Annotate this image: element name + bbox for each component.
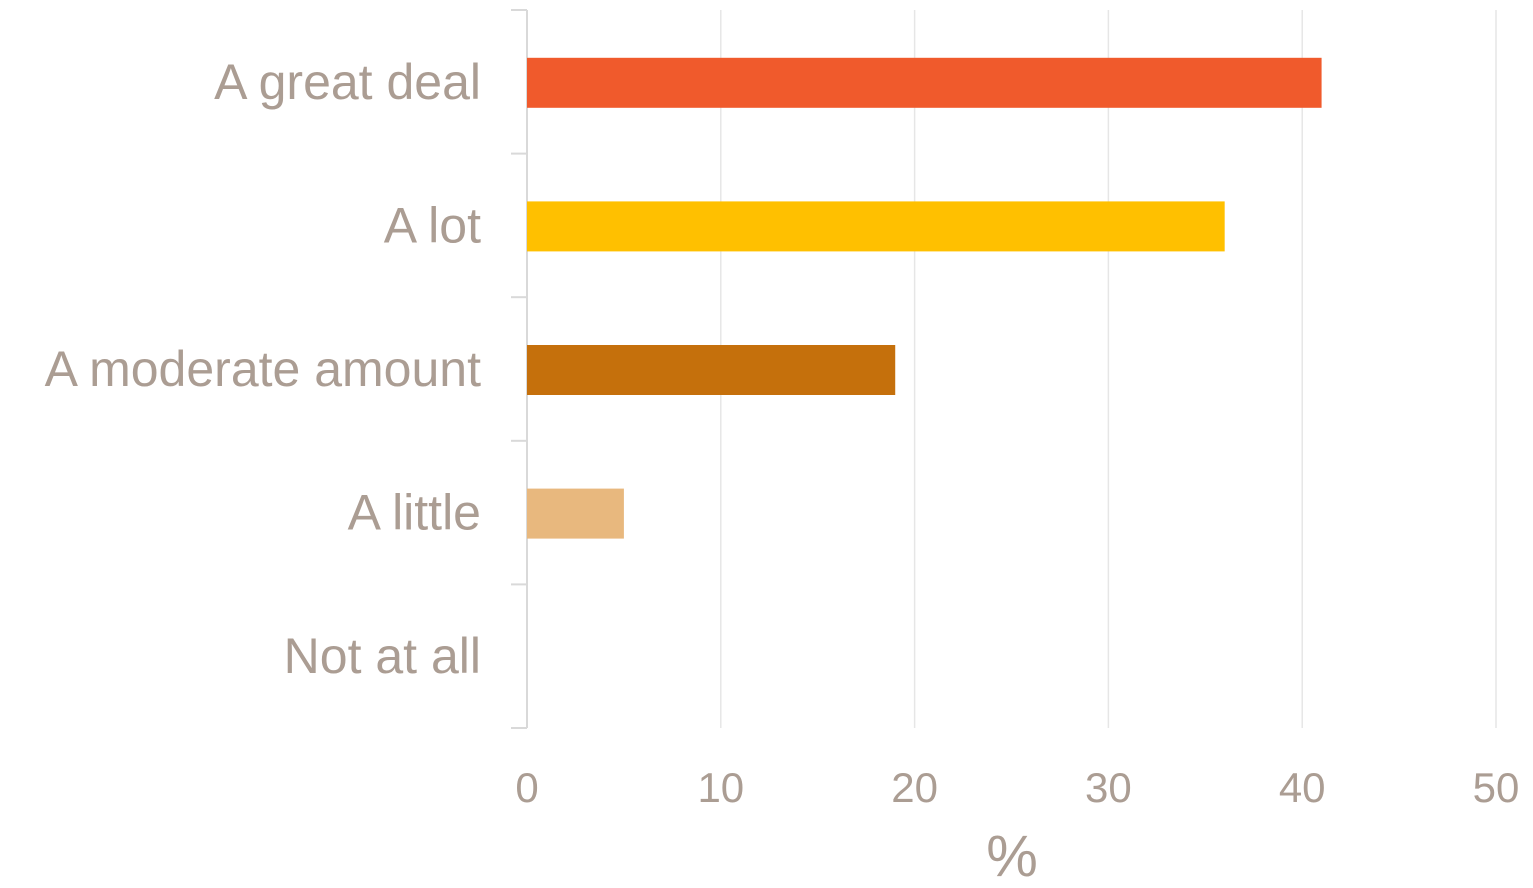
bar-3 [527,345,896,395]
x-tick-labels: 0 10 20 30 40 50 [515,764,1519,811]
bars [527,57,1322,539]
category-label-4: A little [348,485,481,541]
x-axis-title: % [986,824,1038,883]
x-tick-label-40: 40 [1279,764,1326,811]
x-tick-label-0: 0 [515,764,538,811]
x-tick-label-50: 50 [1473,764,1520,811]
gridlines [720,10,1497,728]
category-label-5: Not at all [284,628,481,684]
category-label-2: A lot [384,197,481,253]
bar-1 [527,57,1322,108]
category-label-1: A great deal [214,54,481,110]
x-tick-label-30: 30 [1085,764,1132,811]
x-tick-label-20: 20 [891,764,938,811]
y-axis [511,9,528,729]
category-labels: A great deal A lot A moderate amount A litt… [45,54,481,684]
category-label-3: A moderate amount [45,341,481,397]
bar-4 [527,488,624,539]
bar-2 [527,201,1225,252]
x-tick-label-10: 10 [697,764,744,811]
